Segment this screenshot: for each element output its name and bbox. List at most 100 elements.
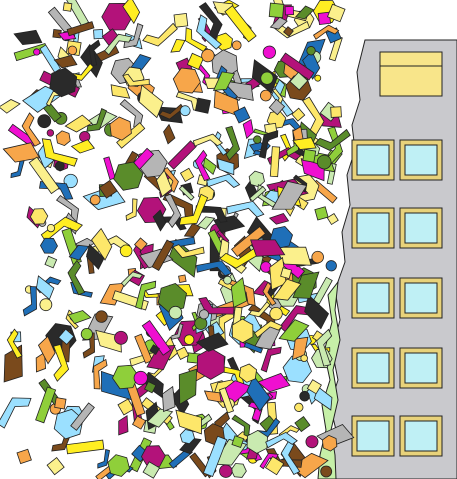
debris-rect — [284, 5, 295, 16]
debris-hook — [6, 328, 23, 359]
debris-bar — [28, 156, 60, 195]
debris-hex — [113, 161, 144, 191]
debris-circle — [46, 224, 56, 233]
debris-hook — [67, 259, 86, 296]
debris-hex — [179, 429, 196, 445]
debris-shard — [68, 244, 90, 261]
debris-rect — [16, 448, 32, 465]
debris-shard — [268, 213, 290, 225]
debris-circle — [316, 154, 332, 170]
window-glass — [404, 144, 438, 176]
debris-shard — [2, 142, 41, 163]
window-grid — [351, 139, 443, 457]
debris-bar — [218, 387, 235, 414]
debris-rect — [62, 2, 73, 12]
window-glass — [356, 212, 390, 244]
debris-hex — [322, 434, 338, 452]
debris-hook — [254, 320, 284, 339]
debris-shard — [242, 118, 254, 140]
debris-rect — [142, 461, 161, 479]
debris-hex — [230, 463, 247, 478]
debris-hook — [192, 133, 224, 147]
debris-circle — [114, 330, 128, 345]
window-glass — [356, 144, 390, 176]
debris-circle — [168, 305, 183, 320]
window-glass — [356, 352, 390, 384]
debris-circle — [305, 435, 319, 449]
debris-hex — [49, 67, 78, 98]
debris-shard — [37, 335, 56, 365]
debris-bar — [269, 146, 281, 178]
debris-hook — [316, 328, 333, 367]
debris-shard — [122, 0, 141, 25]
debris-hook — [260, 346, 282, 373]
debris-bar — [141, 319, 172, 356]
debris-hook — [172, 244, 205, 259]
debris-hook — [262, 281, 277, 306]
debris-shard — [67, 310, 92, 325]
debris-hex — [109, 116, 132, 141]
debris-shard — [196, 216, 216, 230]
debris-shard — [156, 169, 173, 198]
debris-rect — [46, 457, 65, 476]
debris-shard — [178, 368, 198, 405]
debris-rect — [306, 379, 322, 395]
debris-bar — [249, 186, 267, 202]
debris-circle — [183, 334, 195, 345]
debris-shard — [291, 336, 309, 361]
debris-hook — [225, 125, 241, 161]
debris-shard — [250, 239, 286, 257]
debris-circle — [269, 307, 283, 321]
debris-bar — [35, 386, 57, 424]
debris-hook — [171, 323, 184, 340]
debris-hook — [119, 99, 144, 131]
window-glass — [404, 420, 438, 452]
debris-hook — [280, 439, 301, 476]
debris-bar — [39, 44, 62, 73]
debris-shard — [163, 123, 176, 145]
debris-circle — [89, 194, 101, 206]
debris-bar — [279, 52, 315, 81]
debris-circle — [253, 135, 262, 144]
debris-hex — [39, 237, 58, 254]
debris-shard — [294, 5, 315, 20]
debris-shard — [271, 180, 308, 210]
debris-circle — [300, 354, 308, 363]
debris-hook — [104, 33, 133, 56]
window-glass — [404, 282, 438, 314]
debris-circle — [223, 275, 232, 285]
debris-rect — [58, 328, 75, 346]
debris-hook — [248, 301, 271, 318]
debris-hook — [178, 193, 209, 226]
debris-hook — [313, 24, 340, 40]
debris-rect — [131, 415, 147, 430]
debris-rect — [289, 71, 309, 91]
debris-hook — [231, 414, 251, 438]
debris-hook — [194, 149, 211, 182]
debris-circle — [119, 244, 133, 258]
debris-hook — [175, 91, 200, 112]
debris-shard — [269, 16, 288, 30]
debris-shard — [212, 71, 236, 91]
debris-hook — [258, 130, 279, 159]
debris-shard — [36, 275, 55, 301]
debris-bar — [167, 140, 197, 170]
debris-rect — [233, 106, 251, 124]
window-glass — [356, 282, 390, 314]
debris-hook — [265, 431, 298, 449]
debris-shard — [53, 54, 78, 69]
debris-rect — [326, 3, 346, 23]
debris-hook — [120, 271, 144, 287]
debris-rect — [264, 455, 285, 476]
debris-shard — [257, 372, 291, 393]
debris-rect — [186, 52, 204, 70]
debris-hook — [164, 193, 182, 229]
debris-hook — [196, 260, 233, 277]
debris-circle — [219, 464, 233, 478]
debris-circle — [320, 465, 333, 478]
debris-bar — [134, 333, 153, 364]
debris-circle — [260, 71, 274, 85]
debris-hook — [21, 112, 42, 147]
debris-bar — [231, 225, 266, 257]
debris-rect — [291, 107, 306, 122]
